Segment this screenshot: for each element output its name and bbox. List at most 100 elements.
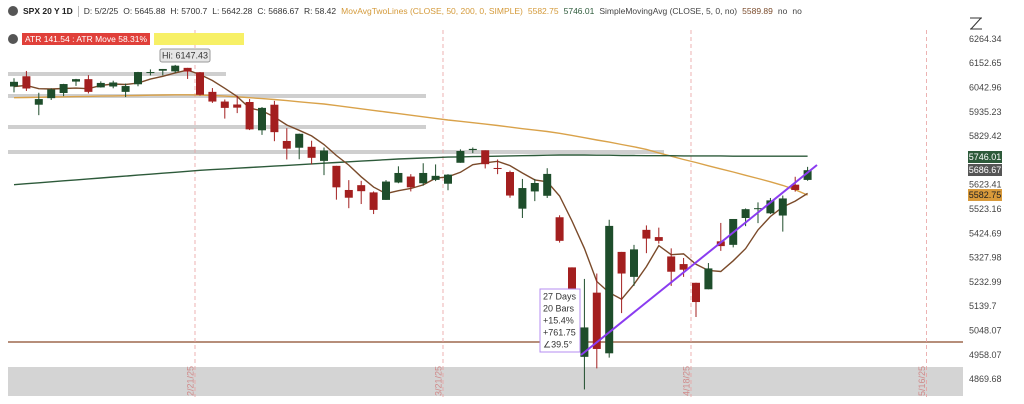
- header-item: H: 5700.7: [170, 6, 208, 16]
- candle-body: [320, 150, 328, 161]
- candle-body: [208, 91, 217, 102]
- candle-body: [394, 172, 403, 183]
- candle-body: [196, 72, 204, 95]
- measure-box: [539, 288, 581, 353]
- candle-body: [580, 327, 589, 357]
- y-tick-label: 4958.07: [969, 350, 1002, 360]
- candle-body: [121, 86, 130, 92]
- candle-body: [444, 174, 452, 184]
- price-tag-label: 5582.75: [969, 190, 1002, 200]
- icon: [8, 34, 18, 44]
- candle-body: [754, 208, 762, 210]
- price-tag-label: 5686.67: [969, 165, 1002, 175]
- candle-body: [332, 165, 341, 188]
- header-item: no: [777, 6, 788, 16]
- moving-average-line: [13, 94, 808, 196]
- candle-body: [530, 183, 539, 192]
- y-tick-label: 6264.34: [969, 34, 1002, 44]
- y-tick-label: 5232.99: [969, 277, 1002, 287]
- highlight-box: [154, 33, 245, 45]
- header: SPX 20 Y 1D D: 5/2/25 O: 5645.88 H: 5700.7…: [8, 4, 802, 18]
- separator: [77, 5, 79, 17]
- header-item: O: 5645.88: [123, 6, 166, 16]
- candle-body: [630, 249, 638, 277]
- candle-body: [34, 99, 43, 105]
- candle-body: [741, 209, 750, 218]
- x-tick-label: 4/18/25: [681, 366, 691, 396]
- y-tick-label: 5623.41: [969, 180, 1002, 190]
- y-tick-label: 5424.69: [969, 228, 1002, 238]
- atr-label: ATR 141.54 : ATR Move 58.31%: [22, 33, 151, 45]
- header-item: L: 5642.28: [212, 6, 253, 16]
- measure-label: 27 Days: [543, 291, 577, 301]
- candle-body: [270, 104, 279, 133]
- measure-label: +15.4%: [543, 315, 574, 325]
- price-tag-label: 5746.01: [969, 152, 1002, 162]
- header-item: D: 5/2/25: [83, 6, 119, 16]
- candle-body: [47, 89, 56, 99]
- moving-average-line: [13, 154, 808, 186]
- candle-body: [233, 104, 242, 108]
- candle-body: [109, 82, 118, 87]
- symbol: SPX 20 Y 1D: [23, 6, 73, 16]
- candle-body: [778, 198, 787, 216]
- candle-body: [543, 173, 552, 196]
- candle-body: [592, 292, 601, 349]
- candle-body: [679, 264, 688, 270]
- x-tick-label: 3/21/25: [433, 366, 443, 396]
- measure-label: 20 Bars: [543, 303, 575, 313]
- measure-label: ∠39.5°: [543, 339, 573, 349]
- y-tick-label: 5523.16: [969, 204, 1002, 214]
- candle-body: [456, 150, 465, 163]
- candle-body: [171, 65, 180, 72]
- candle-body: [220, 101, 229, 108]
- candle-body: [96, 82, 105, 88]
- candle-body: [369, 192, 378, 210]
- candle-body: [344, 189, 353, 198]
- candle-body: [10, 81, 18, 87]
- measure-label: +761.75: [543, 327, 576, 337]
- y-tick-label: 5829.42: [969, 131, 1002, 141]
- candle-body: [357, 185, 366, 192]
- candle-body: [146, 72, 155, 74]
- candle-body: [183, 67, 192, 72]
- candle-body: [803, 170, 812, 180]
- y-tick-label: 5139.7: [969, 301, 997, 311]
- candle-body: [59, 84, 68, 93]
- candle-body: [481, 150, 490, 165]
- candle-body: [605, 225, 614, 354]
- candle-body: [158, 68, 167, 71]
- header-item: MovAvgTwoLines (CLOSE, 50, 200, 0, SIMPL…: [341, 6, 523, 16]
- candle-body: [431, 175, 440, 180]
- y-tick-label: 5048.07: [969, 326, 1002, 336]
- candle-body: [134, 72, 142, 85]
- candle-body: [617, 251, 626, 274]
- y-tick-label: 6152.65: [969, 58, 1002, 68]
- trend-line: [580, 164, 818, 356]
- candle-body: [518, 188, 527, 209]
- x-tick-label: 2/21/25: [185, 366, 195, 396]
- candle-body: [282, 140, 291, 149]
- candle-body: [245, 101, 254, 130]
- candle-body: [22, 76, 31, 89]
- header-item: C: 5686.67: [257, 6, 299, 16]
- y-tick-label: 4869.68: [969, 374, 1002, 384]
- menu-icon[interactable]: [970, 17, 982, 30]
- candle-body: [667, 256, 676, 272]
- level-zone: [8, 125, 426, 129]
- candle-body: [295, 133, 304, 148]
- header-item: R: 58.42: [304, 6, 337, 16]
- y-tick-label: 5327.98: [969, 253, 1002, 263]
- candle-body: [506, 172, 514, 196]
- candle-body: [419, 172, 428, 184]
- price-tag: [968, 164, 1002, 176]
- price-tag: [968, 151, 1002, 163]
- volume-zone: [8, 367, 963, 396]
- header-item: 5582.75: [527, 6, 559, 16]
- candle-body: [791, 184, 800, 190]
- y-tick-label: 6042.96: [969, 82, 1002, 92]
- candle-body: [704, 268, 713, 290]
- indicator-row: ATR 141.54 : ATR Move 58.31%: [8, 33, 245, 45]
